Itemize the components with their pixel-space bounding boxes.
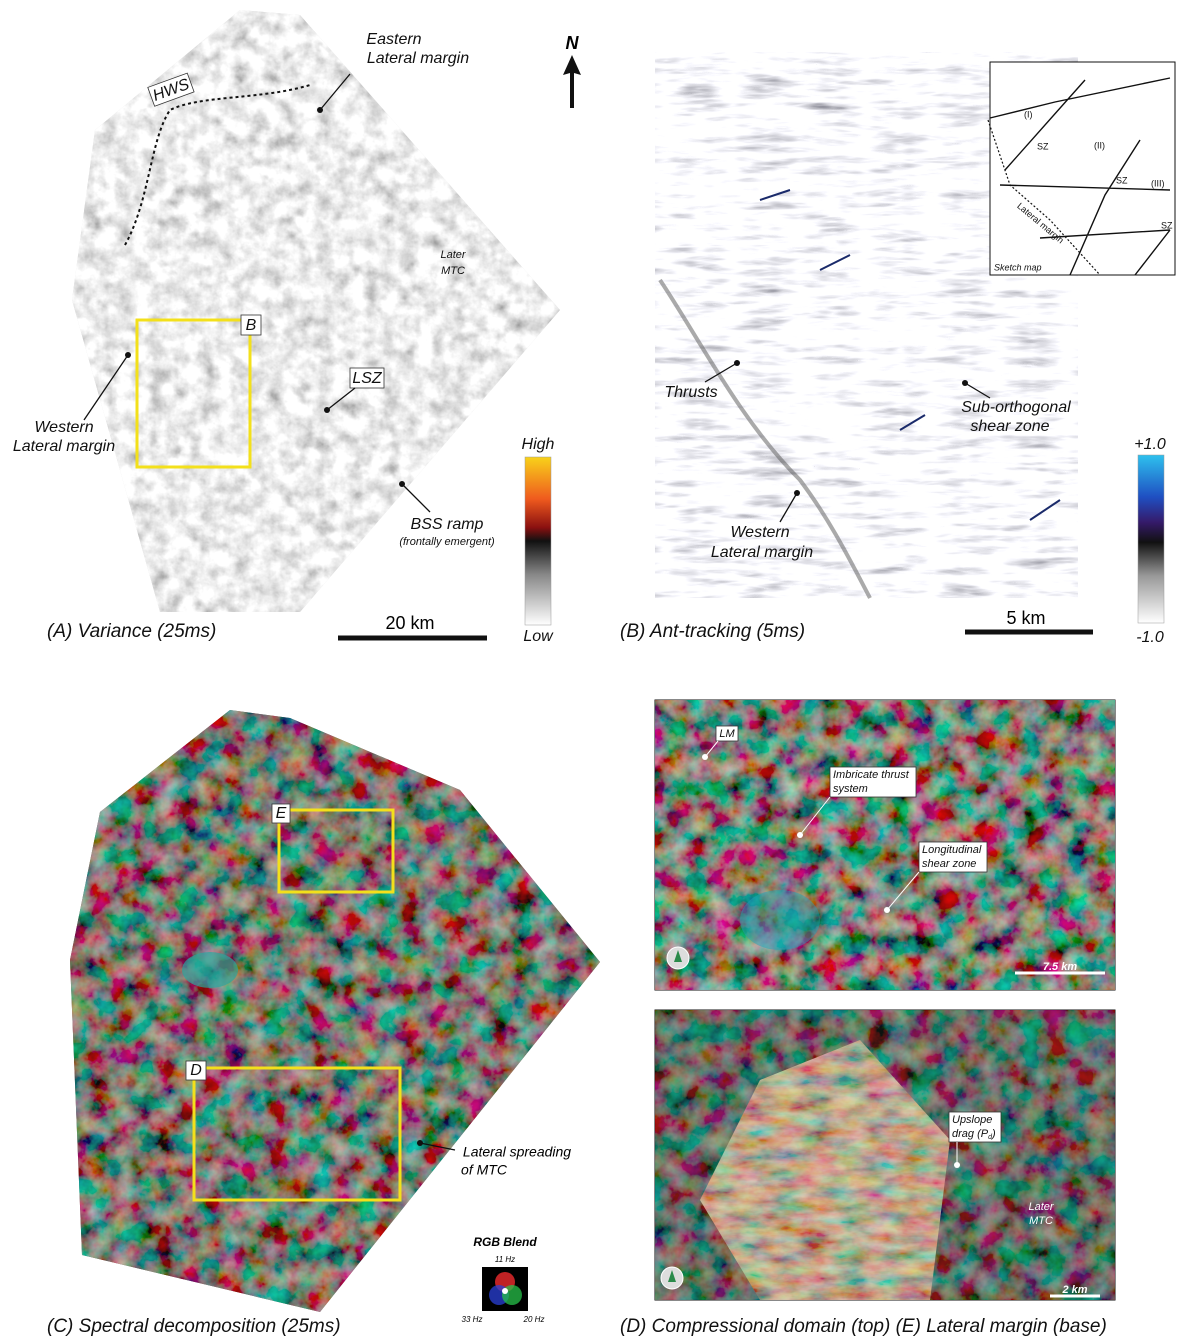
panel-d: LM Imbricate thrust system Longitudinal … <box>654 699 1116 991</box>
caption: (A) Variance (25ms) <box>47 621 216 642</box>
scale-label: 20 km <box>385 613 434 633</box>
sketch-map <box>989 61 1176 276</box>
sketch-label: SZ <box>1037 141 1049 151</box>
spectral-texture <box>70 710 600 1312</box>
label: MTC <box>1029 1215 1053 1227</box>
label: of MTC <box>461 1162 508 1178</box>
panel-e: Upslope drag (Pd) Later MTC 2 km (D) Com… <box>620 1009 1116 1337</box>
label: MTC <box>441 265 465 277</box>
label: Sub-orthogonal <box>961 399 1071 416</box>
label: Lateral margin <box>13 438 115 455</box>
caption: (C) Spectral decomposition (25ms) <box>47 1316 341 1337</box>
caption: (D) Compressional domain (top) (E) Later… <box>620 1316 1107 1337</box>
hws-line <box>124 84 311 246</box>
box-d <box>192 1066 402 1202</box>
label: (frontally emergent) <box>399 536 495 548</box>
label: Later <box>440 249 466 261</box>
panel-b: (I) (II) (III) SZ SZ SZ Lateral margin S… <box>620 52 1176 646</box>
colorbar-label: Low <box>523 628 554 645</box>
label: shear zone <box>922 858 976 870</box>
label: Lateral margin <box>367 50 469 67</box>
rgb-title: RGB Blend <box>473 1235 537 1249</box>
variance-texture <box>72 10 560 612</box>
label: Imbricate thrust <box>833 769 910 781</box>
rgb-label: 11 Hz <box>495 1255 515 1264</box>
label: shear zone <box>970 418 1049 435</box>
compressional-texture <box>655 700 1115 990</box>
sketch-label: (I) <box>1024 109 1033 119</box>
label: Eastern <box>366 31 421 48</box>
label: LM <box>719 728 735 740</box>
caption: (B) Ant-tracking (5ms) <box>620 621 805 642</box>
label: Thrusts <box>664 384 717 401</box>
label: BSS ramp <box>411 516 484 533</box>
north-arrow <box>563 55 581 108</box>
box-b <box>135 318 252 469</box>
rgb-label: 20 Hz <box>523 1315 545 1324</box>
label: Longitudinal <box>922 844 982 856</box>
scale-label: 7.5 km <box>1043 961 1077 973</box>
sketch-title: Sketch map <box>994 262 1042 272</box>
colorbar-label: High <box>522 436 555 453</box>
box-label: E <box>276 805 287 822</box>
box-e <box>277 808 395 894</box>
north-label: N <box>566 33 580 53</box>
label: Western <box>730 524 789 541</box>
colorbar <box>524 456 552 626</box>
rgb-label: 33 Hz <box>462 1315 483 1324</box>
label: Later <box>1028 1201 1054 1213</box>
label: Lateral margin <box>711 544 813 561</box>
colorbar-label: -1.0 <box>1136 629 1164 646</box>
label: Upslope <box>952 1114 992 1126</box>
label: drag (Pd) <box>952 1128 996 1141</box>
sketch-label: (III) <box>1151 178 1165 188</box>
panel-c: E D Lateral spreading of MTC RGB Blend 1… <box>47 710 600 1337</box>
label: system <box>833 783 868 795</box>
sketch-label: SZ <box>1161 220 1173 230</box>
sketch-label: (II) <box>1094 140 1105 150</box>
scale-label: 5 km <box>1006 608 1045 628</box>
label: Lateral spreading <box>463 1144 571 1160</box>
panel-a: HWS Eastern Lateral margin Later MTC B L… <box>13 10 560 645</box>
box-label: B <box>246 317 257 334</box>
colorbar <box>1137 454 1165 624</box>
sketch-label: SZ <box>1116 175 1128 185</box>
colorbar-label: +1.0 <box>1134 436 1166 453</box>
label: Western <box>34 419 93 436</box>
label: LSZ <box>352 370 383 387</box>
scale-label: 2 km <box>1061 1284 1087 1296</box>
box-label: D <box>190 1062 202 1079</box>
